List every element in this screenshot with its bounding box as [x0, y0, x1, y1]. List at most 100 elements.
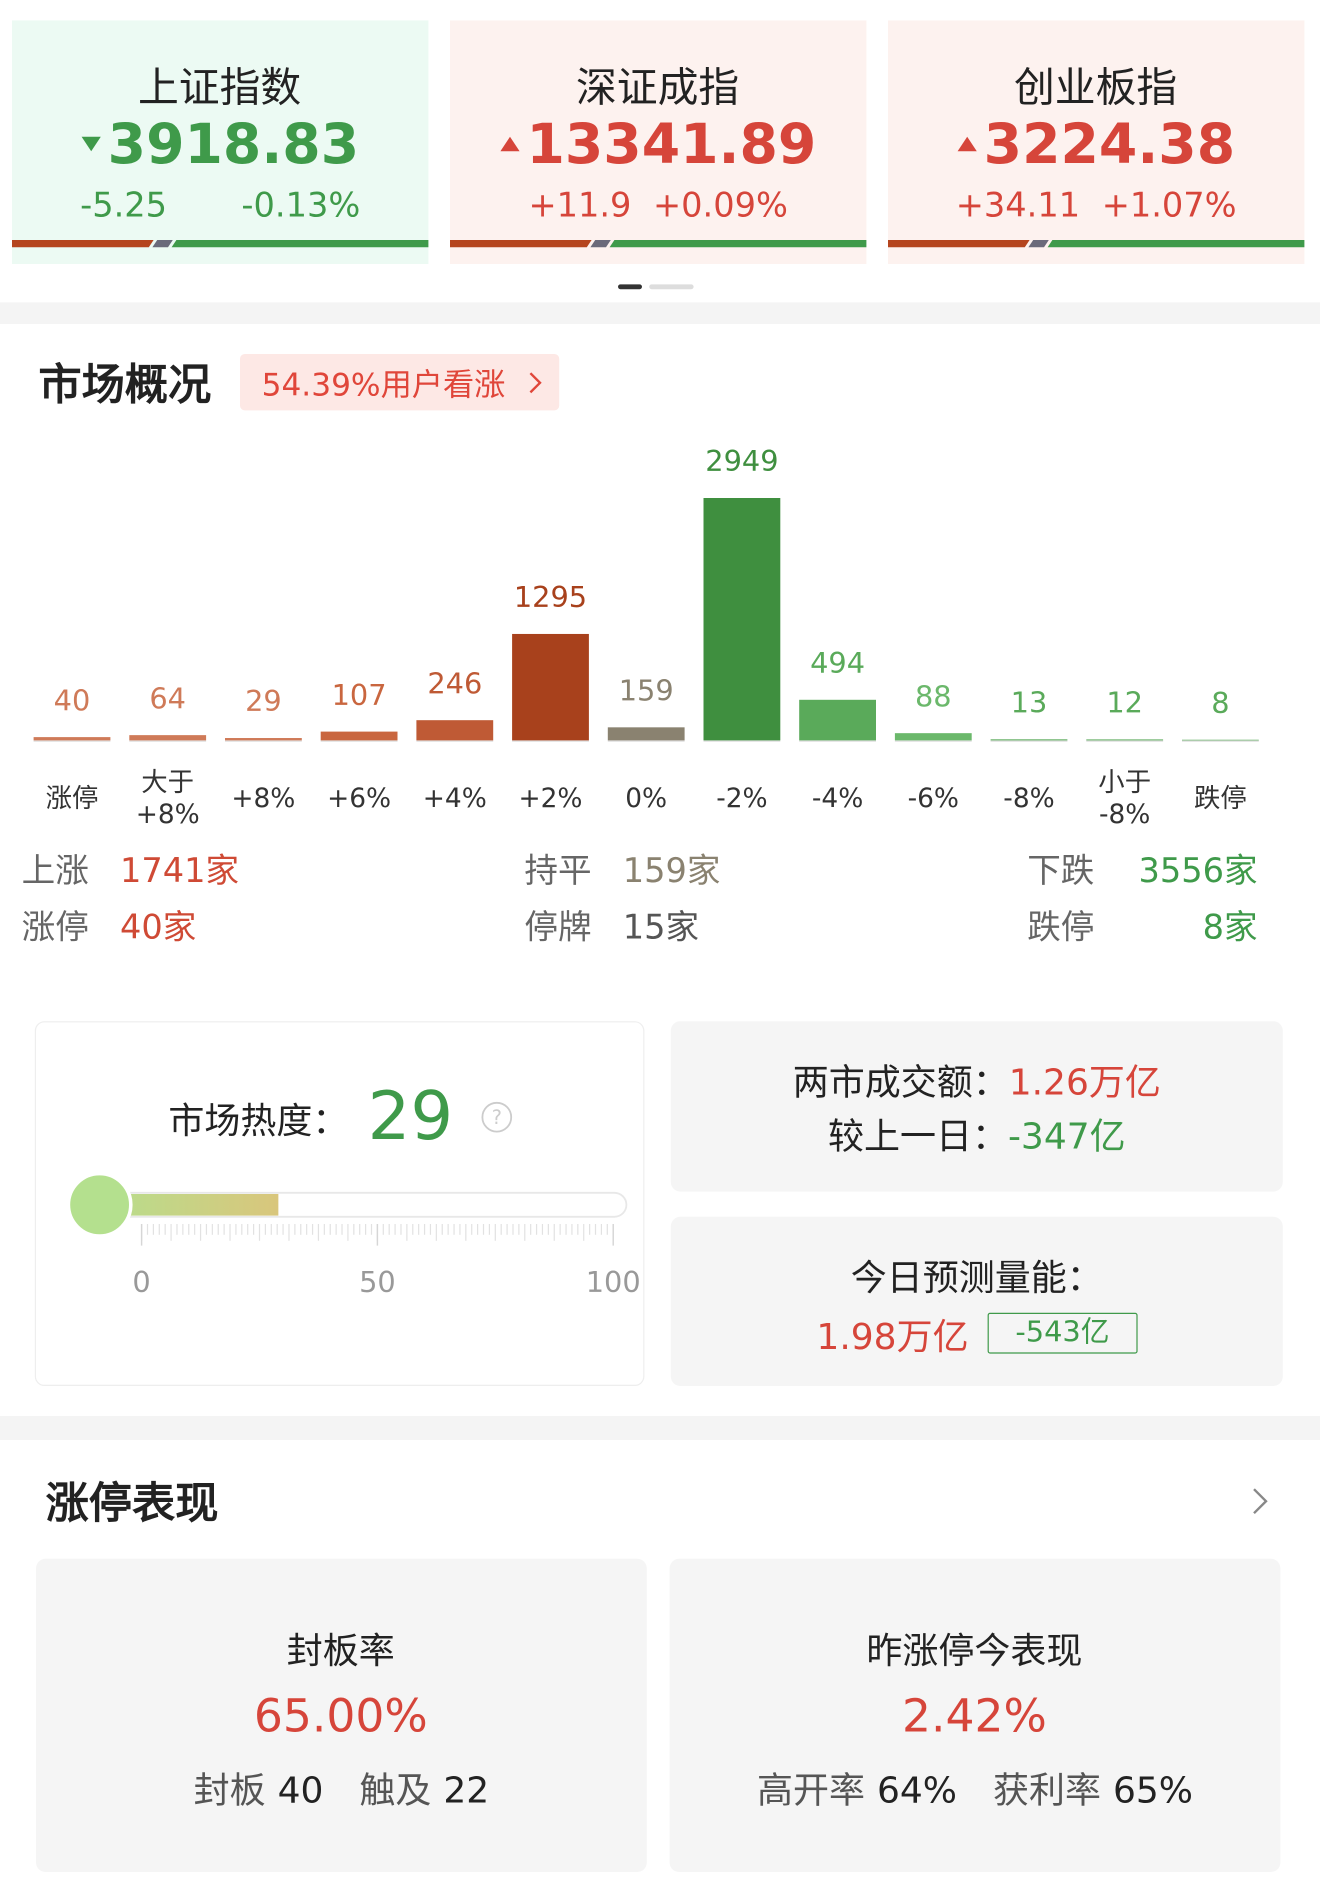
- category-label: 跌停: [1193, 784, 1247, 815]
- limit-item-label: 触及: [359, 1770, 432, 1813]
- index-card[interactable]: 创业板指 3224.38 +34.11 +1.07%: [888, 20, 1305, 265]
- price-row: 13341.89: [450, 116, 866, 172]
- help-icon: ?: [481, 1101, 512, 1133]
- stat-value: 1741家: [120, 850, 240, 891]
- change-row: -5.25 -0.13%: [12, 185, 428, 225]
- index-name: 深证成指: [576, 64, 740, 113]
- category-label: +8%: [231, 784, 296, 815]
- index-price: 3224.38: [983, 111, 1236, 177]
- turnover-change: -347亿: [1007, 1116, 1126, 1158]
- bar-green: [171, 240, 429, 248]
- stat-value: 8家: [1202, 907, 1258, 947]
- heat-fill: [86, 1194, 279, 1216]
- category-label: 小于 -8%: [1098, 768, 1152, 831]
- bar-gray: [590, 240, 611, 248]
- tick-label: 100: [586, 1265, 641, 1299]
- chevron-line: [1253, 1488, 1268, 1515]
- limit-item-label: 高开率: [756, 1770, 865, 1813]
- bar-gray: [1028, 240, 1049, 248]
- index-change-pct: -0.13%: [241, 185, 361, 226]
- bar: [129, 735, 207, 741]
- index-card[interactable]: 深证成指 13341.89 +11.9 +0.09%: [450, 20, 867, 265]
- bar-value-label: 159: [619, 674, 674, 708]
- bar-value-label: 107: [332, 678, 387, 712]
- separator: [0, 302, 1320, 324]
- stat-label: 涨停: [21, 907, 89, 947]
- heat-card: 市场热度： 29? 0 50 100: [34, 1021, 646, 1386]
- heat-knob: [66, 1171, 133, 1238]
- limit-item-value: 64%: [876, 1770, 958, 1813]
- forecast-card: 今日预测量能： 1.98万亿 -543亿: [670, 1216, 1283, 1386]
- turnover-change-label: 较上一日：: [827, 1116, 1008, 1158]
- turnover-row: 两市成交额： 1.26万亿: [671, 1052, 1283, 1105]
- limit-items: 高开率 64% 获利率 65%: [670, 1760, 1281, 1813]
- stat-label: 停牌: [524, 907, 592, 947]
- heat-row: 市场热度： 29?: [36, 1077, 646, 1156]
- category-label: 大于 +8%: [135, 768, 200, 831]
- help-mark: ?: [491, 1106, 501, 1129]
- forecast-value: 1.98万亿: [816, 1316, 969, 1359]
- distribution-chart: 40 64 29 107 246 1295 159 2949 494 88 13 12 8: [33, 444, 1259, 742]
- stat-value: 15家: [622, 907, 700, 947]
- price-row: 3918.83: [12, 116, 428, 172]
- bar-value-label: 64: [149, 681, 186, 715]
- index-bar: [450, 240, 867, 248]
- trend-arrow: [957, 136, 977, 152]
- index-change-pct: +1.07%: [1101, 185, 1237, 226]
- limit-item: 获利率 65%: [993, 1760, 1193, 1813]
- bar-green: [1047, 240, 1305, 248]
- bar: [607, 727, 685, 741]
- section-title: 市场概况: [38, 361, 212, 411]
- bar-gray: [152, 240, 173, 248]
- tick-label: 50: [359, 1265, 396, 1299]
- stat-label: 跌停: [1027, 907, 1095, 947]
- category-label: +6%: [327, 784, 392, 815]
- limit-item-value: 65%: [1113, 1770, 1194, 1813]
- bar: [320, 731, 398, 741]
- forecast-label: 今日预测量能：: [850, 1257, 1103, 1300]
- index-change: -5.25: [80, 185, 168, 226]
- index-change-pct: +0.09%: [653, 185, 788, 226]
- sentiment-text: 54.39%用户看涨: [261, 367, 506, 404]
- chevron: [529, 372, 542, 394]
- limit-item: 触及 22: [359, 1760, 489, 1813]
- heat-label: 市场热度：: [168, 1100, 349, 1143]
- separator: [0, 1416, 1320, 1440]
- bar-value-label: 2949: [705, 444, 778, 478]
- section-title: 涨停表现: [45, 1479, 219, 1529]
- index-bar: [12, 240, 429, 248]
- category-label: -4%: [811, 784, 864, 815]
- bar-red: [450, 240, 592, 248]
- category-label: 涨停: [45, 784, 99, 815]
- stat-label: 持平: [524, 850, 592, 891]
- category-label: -2%: [716, 784, 768, 815]
- category-label: -8%: [1003, 784, 1055, 815]
- turnover-change-row: 较上一日： -347亿: [671, 1106, 1283, 1159]
- limit-card[interactable]: 封板率 65.00% 封板 40 触及 22: [36, 1558, 647, 1873]
- index-card[interactable]: 上证指数 3918.83 -5.25 -0.13%: [12, 20, 429, 265]
- category-label: +4%: [422, 784, 487, 815]
- more-chevron[interactable]: [1252, 1487, 1269, 1516]
- bar: [1182, 739, 1259, 741]
- index-name: 上证指数: [138, 64, 302, 113]
- bar: [990, 739, 1068, 741]
- trend-arrow: [81, 136, 101, 152]
- category-label: -6%: [907, 784, 960, 815]
- trend-arrow: [500, 136, 520, 152]
- index-name: 创业板指: [1014, 64, 1178, 113]
- bar-red: [888, 240, 1030, 248]
- bar: [894, 733, 972, 741]
- heat-value: 29: [367, 1077, 454, 1156]
- tick-label: 0: [132, 1265, 150, 1299]
- category-label: +2%: [518, 784, 583, 815]
- bar: [416, 720, 494, 741]
- stat-label: 上涨: [21, 850, 89, 891]
- help-circle: [481, 1101, 512, 1133]
- forecast-change: -543亿: [987, 1312, 1138, 1354]
- sentiment-badge[interactable]: 54.39%用户看涨: [240, 354, 560, 411]
- bar-value-label: 88: [915, 679, 952, 713]
- limit-card[interactable]: 昨涨停今表现 2.42% 高开率 64% 获利率 65%: [669, 1558, 1281, 1873]
- limit-item-value: 22: [443, 1770, 490, 1813]
- index-change: +34.11: [955, 185, 1081, 226]
